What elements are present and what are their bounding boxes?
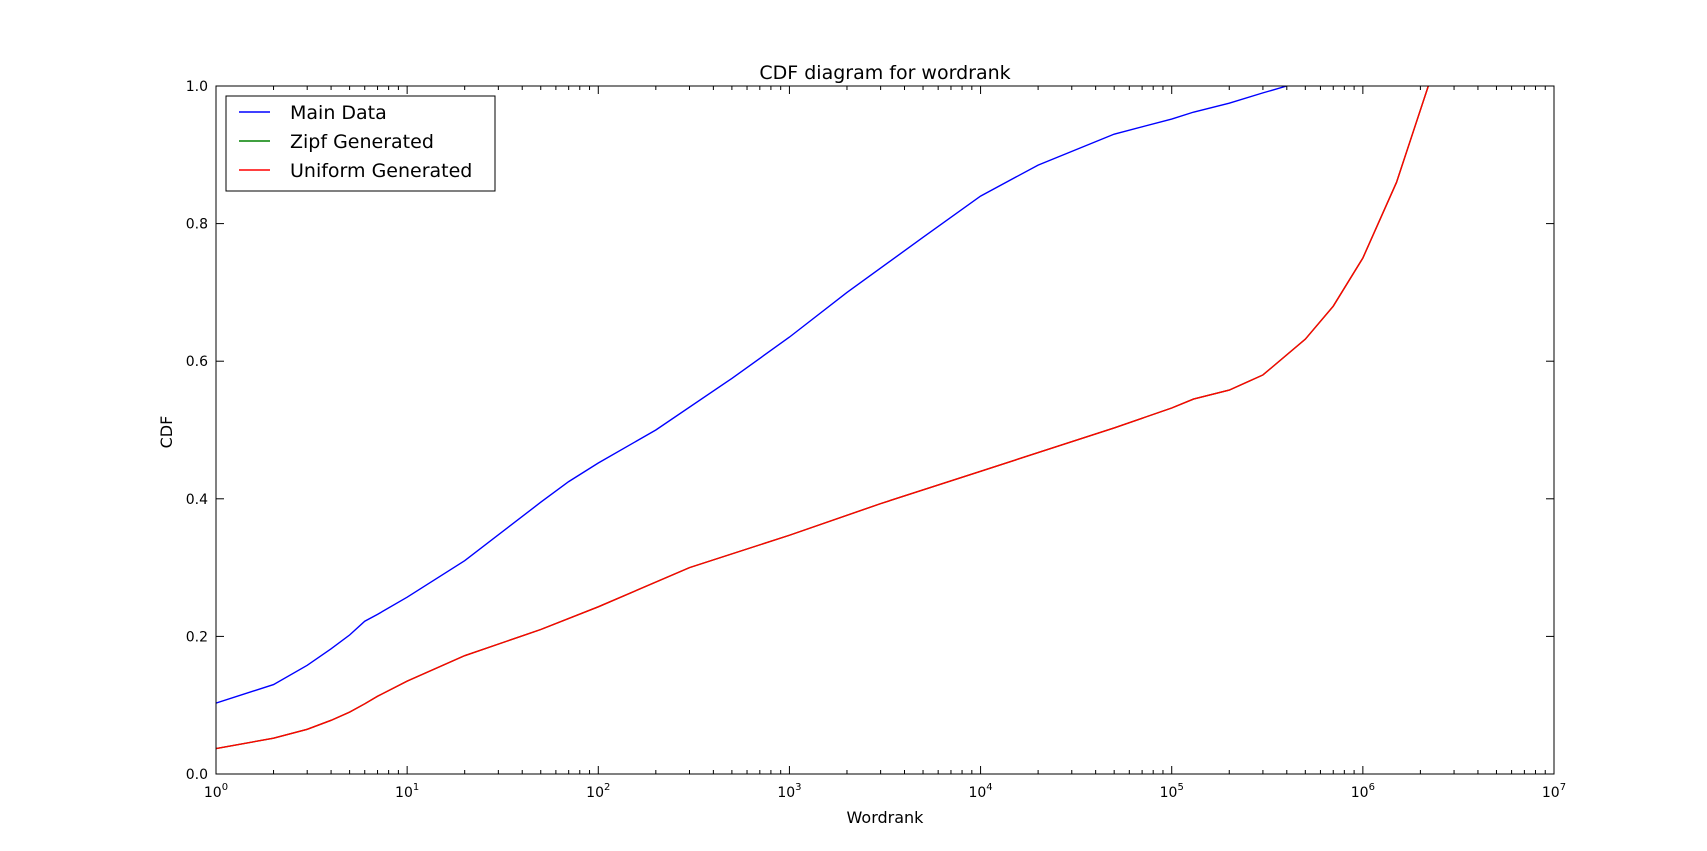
y-tick-label: 0.0 bbox=[186, 767, 208, 783]
x-tick-base: 10 bbox=[1160, 785, 1178, 801]
x-tick-exponent: 4 bbox=[986, 782, 992, 793]
x-tick-base: 10 bbox=[204, 785, 222, 801]
x-tick-base: 10 bbox=[1542, 785, 1560, 801]
x-tick-exponent: 0 bbox=[222, 782, 228, 793]
x-tick-label: 101 bbox=[395, 782, 419, 801]
series-line-main-data bbox=[216, 86, 1287, 704]
legend-box bbox=[225, 95, 496, 192]
x-tick-exponent: 2 bbox=[604, 782, 610, 793]
x-tick-exponent: 1 bbox=[413, 782, 419, 793]
x-tick-base: 10 bbox=[586, 785, 604, 801]
y-tick-label: 1.0 bbox=[186, 79, 208, 95]
legend: Main Data Zipf Generated Uniform Generated bbox=[225, 95, 496, 192]
x-tick-exponent: 5 bbox=[1177, 782, 1183, 793]
x-tick-exponent: 7 bbox=[1560, 782, 1566, 793]
x-tick-labels: 100 101 102 103 104 105 106 107 bbox=[204, 782, 1566, 801]
x-tick-base: 10 bbox=[777, 785, 795, 801]
chart-title: CDF diagram for wordrank bbox=[759, 62, 1010, 84]
series-layer bbox=[216, 86, 1429, 750]
x-tick-base: 10 bbox=[1351, 785, 1369, 801]
x-tick-label: 100 bbox=[204, 782, 228, 801]
x-tick-label: 104 bbox=[968, 782, 992, 801]
x-tick-label: 106 bbox=[1351, 782, 1375, 801]
legend-label: Zipf Generated bbox=[290, 131, 434, 153]
legend-label: Uniform Generated bbox=[290, 160, 472, 182]
x-tick-label: 103 bbox=[777, 782, 801, 801]
y-tick-label: 0.4 bbox=[186, 492, 208, 508]
x-tick-label: 107 bbox=[1542, 782, 1566, 801]
x-tick-base: 10 bbox=[395, 785, 413, 801]
y-tick-labels: 0.0 0.2 0.4 0.6 0.8 1.0 bbox=[186, 79, 208, 783]
plot-frame bbox=[215, 85, 1555, 775]
x-tick-exponent: 6 bbox=[1369, 782, 1375, 793]
x-tick-label: 102 bbox=[586, 782, 610, 801]
legend-label: Main Data bbox=[290, 102, 387, 124]
y-axis-label: CDF bbox=[157, 416, 176, 449]
x-tick-base: 10 bbox=[968, 785, 986, 801]
series-line-uniform-generated bbox=[216, 86, 1429, 750]
x-tick-exponent: 3 bbox=[795, 782, 801, 793]
x-tick-label: 105 bbox=[1160, 782, 1184, 801]
y-tick-label: 0.2 bbox=[186, 629, 208, 645]
y-tick-label: 0.8 bbox=[186, 217, 208, 233]
y-tick-label: 0.6 bbox=[186, 354, 208, 370]
x-axis-label: Wordrank bbox=[847, 808, 925, 827]
